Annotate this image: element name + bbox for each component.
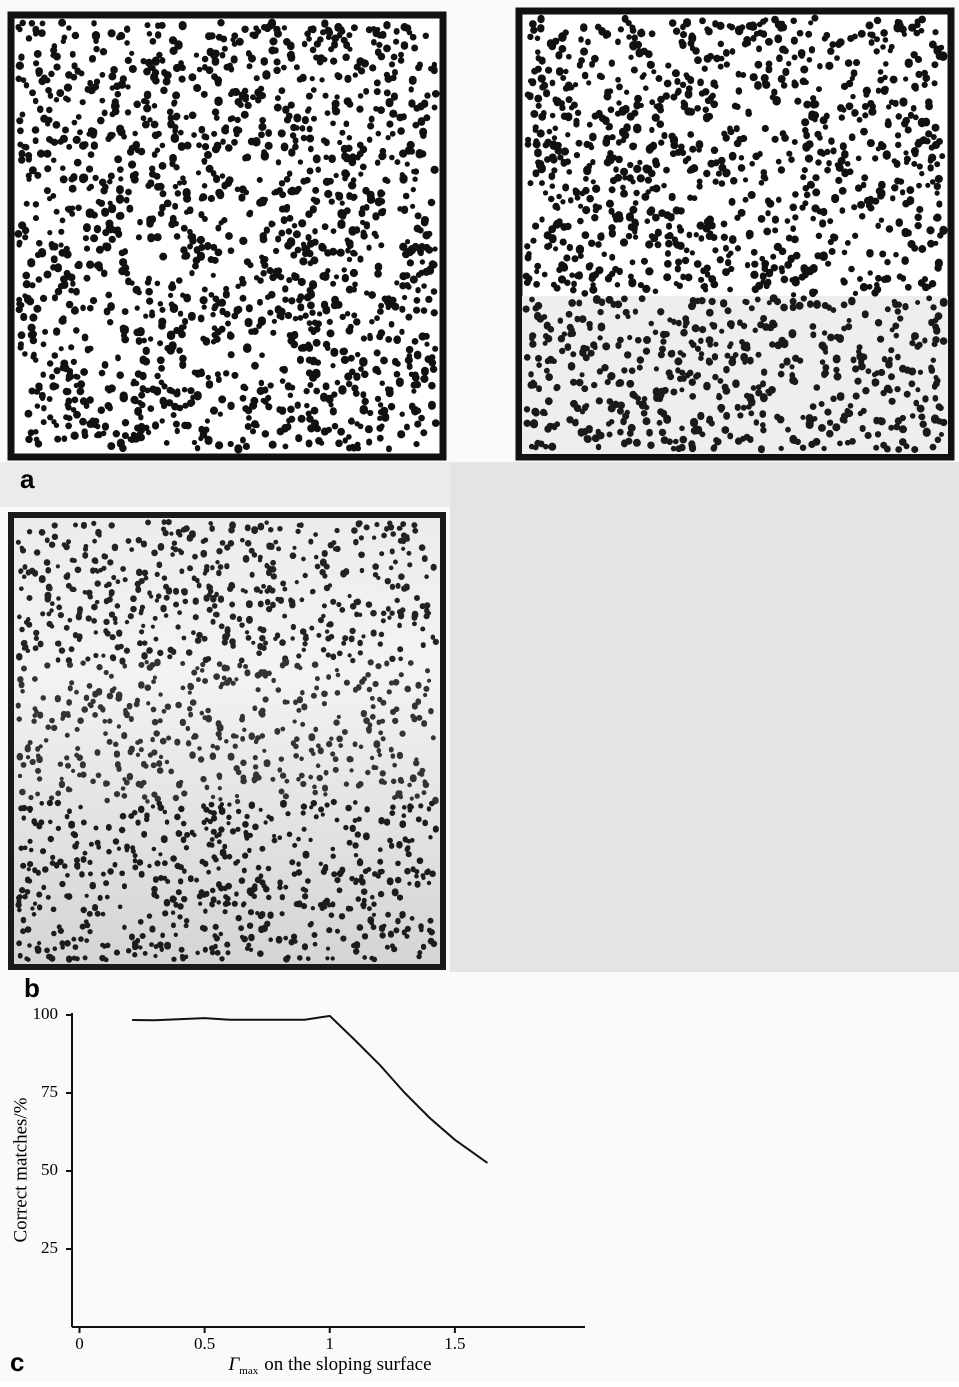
random-dots bbox=[15, 658, 439, 805]
x-tick-label: 1.5 bbox=[444, 1334, 465, 1353]
x-axis-label: Γmax on the sloping surface bbox=[227, 1354, 431, 1376]
random-dots bbox=[522, 14, 948, 298]
y-axis-label: Correct matches/% bbox=[10, 1097, 31, 1242]
x-label-subscript: max bbox=[239, 1365, 258, 1377]
gray-region bbox=[450, 462, 959, 972]
y-tick-label: 50 bbox=[41, 1160, 58, 1179]
gray-region bbox=[0, 462, 450, 507]
panel-label: b bbox=[24, 973, 40, 1003]
random-dots bbox=[15, 519, 440, 665]
y-tick-label: 100 bbox=[33, 1004, 59, 1023]
data-line bbox=[132, 1014, 488, 1164]
y-tick-label: 25 bbox=[41, 1238, 58, 1257]
x-label-symbol: Γ bbox=[227, 1354, 240, 1375]
x-tick-label: 1 bbox=[326, 1334, 335, 1353]
panel-label: c bbox=[10, 1347, 24, 1377]
random-dots bbox=[14, 18, 440, 454]
random-dots bbox=[15, 798, 439, 963]
random-dots bbox=[522, 294, 948, 454]
x-label-text: on the sloping surface bbox=[264, 1354, 431, 1375]
panel-label: a bbox=[20, 464, 35, 494]
y-tick-label: 75 bbox=[41, 1082, 58, 1101]
x-tick-label: 0.5 bbox=[194, 1334, 215, 1353]
x-tick-label: 0 bbox=[75, 1334, 84, 1353]
